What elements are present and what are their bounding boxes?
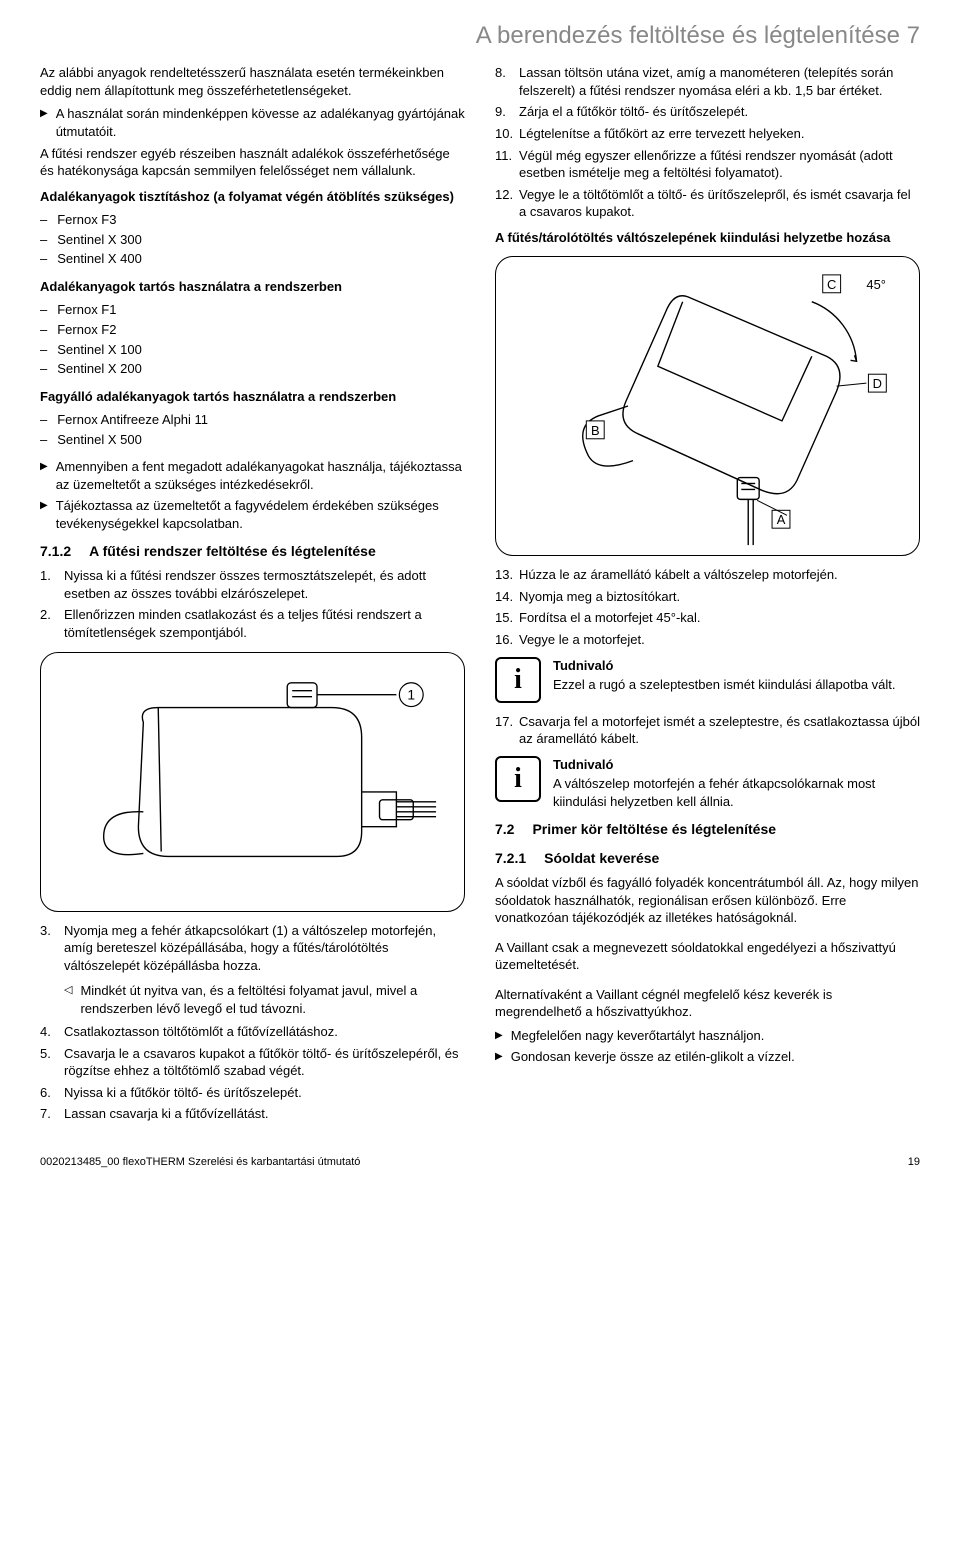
step: 4.Csatlakoztasson töltőtömlőt a fűtővíze… — [40, 1023, 465, 1041]
step: 8.Lassan töltsön utána vizet, amíg a man… — [495, 64, 920, 99]
step: 2.Ellenőrizzen minden csatlakozást és a … — [40, 606, 465, 641]
section-7-2-heading: 7.2 Primer kör feltöltése és légteleníté… — [495, 820, 920, 839]
list-item: Fernox F3 — [40, 211, 465, 229]
list-item: Sentinel X 400 — [40, 250, 465, 268]
figure-callout-C: C — [827, 277, 836, 292]
list-item: Sentinel X 100 — [40, 341, 465, 359]
intro-paragraph: Az alábbi anyagok rendeltetésszerű haszn… — [40, 64, 465, 99]
info-body: A váltószelep motorfején a fehér átkapcs… — [553, 775, 920, 810]
step: 15.Fordítsa el a motorfejet 45°-kal. — [495, 609, 920, 627]
subheading-cleaning: Adalékanyagok tisztításhoz (a folyamat v… — [40, 188, 465, 206]
step: 14.Nyomja meg a biztosítókart. — [495, 588, 920, 606]
step: 10.Légtelenítse a fűtőkört az erre terve… — [495, 125, 920, 143]
left-column: Az alábbi anyagok rendeltetésszerű haszn… — [40, 64, 465, 1131]
numbered-steps-c: 4.Csatlakoztasson töltőtömlőt a fűtővíze… — [40, 1023, 465, 1123]
numbered-steps-d: 8.Lassan töltsön utána vizet, amíg a man… — [495, 64, 920, 220]
instruction-arrow: A használat során mindenképpen kövesse a… — [40, 105, 465, 140]
numbered-steps-f: 17.Csavarja fel a motorfejet ismét a sze… — [495, 713, 920, 748]
step: 1.Nyissa ki a fűtési rendszer összes ter… — [40, 567, 465, 602]
subheading-antifreeze: Fagyálló adalékanyagok tartós használatr… — [40, 388, 465, 406]
list-item: Fernox Antifreeze Alphi 11 — [40, 411, 465, 429]
step: 11.Végül még egyszer ellenőrizze a fűtés… — [495, 147, 920, 182]
info-icon: i — [495, 756, 541, 802]
list-item: Fernox F1 — [40, 301, 465, 319]
step: 5.Csavarja le a csavaros kupakot a fűtők… — [40, 1045, 465, 1080]
figure-callout-1: 1 — [407, 686, 415, 702]
subheading-valve-reset: A fűtés/tárolótöltés váltószelepének kii… — [495, 229, 920, 247]
numbered-steps-b: 3.Nyomja meg a fehér átkapcsolókart (1) … — [40, 922, 465, 975]
numbered-steps-a: 1.Nyissa ki a fűtési rendszer összes ter… — [40, 567, 465, 641]
list-item: Sentinel X 200 — [40, 360, 465, 378]
list-item: Sentinel X 500 — [40, 431, 465, 449]
paragraph: A sóoldat vízből és fagyálló folyadék ko… — [495, 874, 920, 927]
footer-page-number: 19 — [908, 1155, 920, 1170]
figure-1: 1 — [40, 652, 465, 912]
figure-angle-label: 45° — [866, 277, 886, 292]
subheading-permanent: Adalékanyagok tartós használatra a rends… — [40, 278, 465, 296]
paragraph: A Vaillant csak a megnevezett sóoldatokk… — [495, 939, 920, 974]
info-box-2: i Tudnivaló A váltószelep motorfején a f… — [495, 756, 920, 811]
figure-2: B A C D 45° — [495, 256, 920, 556]
result-note: Mindkét út nyitva van, és a feltöltési f… — [64, 982, 465, 1017]
instruction-arrow: Gondosan keverje össze az etilén-glikolt… — [495, 1048, 920, 1066]
step: 13.Húzza le az áramellátó kábelt a váltó… — [495, 566, 920, 584]
list-item: Fernox F2 — [40, 321, 465, 339]
step: 3.Nyomja meg a fehér átkapcsolókart (1) … — [40, 922, 465, 975]
list-item: Sentinel X 300 — [40, 231, 465, 249]
page-header: A berendezés feltöltése és légtelenítése… — [40, 20, 920, 52]
list-cleaning: Fernox F3 Sentinel X 300 Sentinel X 400 — [40, 211, 465, 268]
instruction-arrow: Megfelelően nagy keverőtartályt használj… — [495, 1027, 920, 1045]
list-antifreeze: Fernox Antifreeze Alphi 11 Sentinel X 50… — [40, 411, 465, 448]
two-column-layout: Az alábbi anyagok rendeltetésszerű haszn… — [40, 64, 920, 1131]
instruction-arrow: Tájékoztassa az üzemeltetőt a fagyvédele… — [40, 497, 465, 532]
step: 7.Lassan csavarja ki a fűtővízellátást. — [40, 1105, 465, 1123]
info-body: Ezzel a rugó a szeleptestben ismét kiind… — [553, 676, 896, 694]
info-title: Tudnivaló — [553, 657, 896, 675]
step: 16.Vegye le a motorfejet. — [495, 631, 920, 649]
section-7-2-1-heading: 7.2.1 Sóoldat keverése — [495, 849, 920, 868]
right-column: 8.Lassan töltsön utána vizet, amíg a man… — [495, 64, 920, 1131]
step: 17.Csavarja fel a motorfejet ismét a sze… — [495, 713, 920, 748]
info-title: Tudnivaló — [553, 756, 920, 774]
info-icon: i — [495, 657, 541, 703]
page-footer: 0020213485_00 flexoTHERM Szerelési és ka… — [40, 1155, 920, 1170]
section-7-1-2-heading: 7.1.2 A fűtési rendszer feltöltése és lé… — [40, 542, 465, 561]
disclaimer-paragraph: A fűtési rendszer egyéb részeiben haszná… — [40, 145, 465, 180]
list-permanent: Fernox F1 Fernox F2 Sentinel X 100 Senti… — [40, 301, 465, 377]
paragraph: Alternatívaként a Vaillant cégnél megfel… — [495, 986, 920, 1021]
info-box-1: i Tudnivaló Ezzel a rugó a szeleptestben… — [495, 657, 920, 703]
instruction-arrow: Amennyiben a fent megadott adalékanyagok… — [40, 458, 465, 493]
footer-doc-title: 0020213485_00 flexoTHERM Szerelési és ka… — [40, 1155, 360, 1170]
step: 6.Nyissa ki a fűtőkör töltő- és ürítősze… — [40, 1084, 465, 1102]
figure-callout-D: D — [873, 376, 882, 391]
numbered-steps-e: 13.Húzza le az áramellátó kábelt a váltó… — [495, 566, 920, 648]
figure-callout-B: B — [591, 423, 600, 438]
step: 12.Vegye le a töltőtömlőt a töltő- és ür… — [495, 186, 920, 221]
step: 9.Zárja el a fűtőkör töltő- és ürítőszel… — [495, 103, 920, 121]
